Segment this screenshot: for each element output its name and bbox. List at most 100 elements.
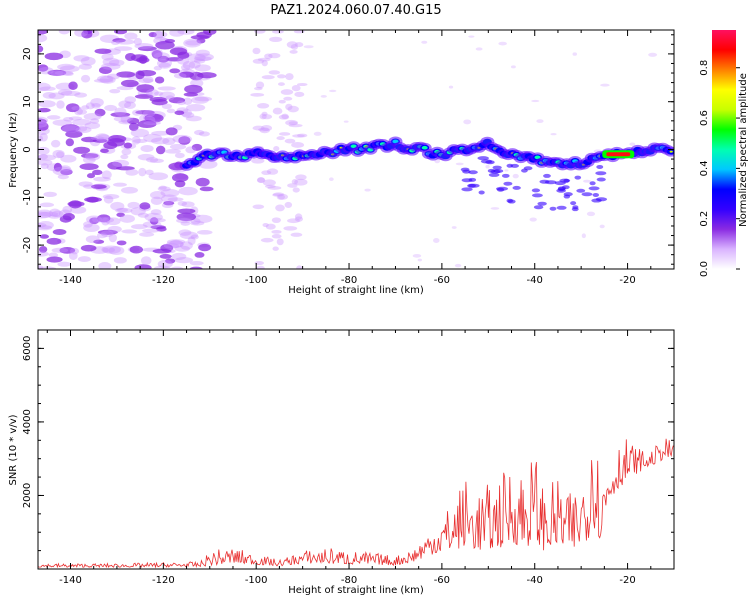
noise-blob <box>57 89 73 96</box>
snr-x-axis: -140 -120 -100 -80 -60 -40 -20 <box>46 330 675 586</box>
noise-blob <box>113 182 127 187</box>
noise-blob <box>101 245 121 254</box>
noise-blob <box>127 201 140 209</box>
ridge-spread <box>521 168 528 173</box>
noise-blob <box>165 57 184 62</box>
noise-blob <box>257 127 270 132</box>
ridge-spread <box>592 193 600 198</box>
noise-blob <box>38 159 53 166</box>
noise-blob <box>256 177 266 183</box>
noise-blob <box>198 243 212 252</box>
noise-blob <box>139 232 155 237</box>
noise-blob <box>143 133 163 143</box>
ridge-spread <box>574 175 582 180</box>
noise-blob <box>103 195 114 204</box>
noise-blob <box>289 49 298 54</box>
noise-blob <box>62 212 75 221</box>
noise-blob <box>114 46 133 51</box>
noise-blob <box>166 239 186 245</box>
noise-blob <box>65 103 80 113</box>
noise-blob <box>38 122 49 131</box>
colorbar-axis: 0.0 0.2 0.4 0.6 0.8 <box>699 60 740 277</box>
ridge-spread <box>460 167 470 172</box>
noise-blob <box>38 264 44 269</box>
noise-blob <box>134 94 154 99</box>
noise-blob <box>285 103 293 111</box>
ridge-spread <box>596 177 606 182</box>
noise-blob <box>38 30 48 35</box>
noise-blob <box>93 239 105 244</box>
noise-blob <box>38 211 59 217</box>
ridge-spread <box>563 192 573 197</box>
noise-blob <box>38 225 53 231</box>
ridge-spread <box>461 178 473 183</box>
noise-blob <box>160 188 180 197</box>
noise-blob <box>287 218 300 224</box>
noise-blob <box>138 78 154 84</box>
noise-blob <box>254 30 266 34</box>
noise-blob <box>290 232 303 237</box>
noise-blob <box>96 232 108 239</box>
noise-blob <box>163 200 175 206</box>
noise-blob <box>84 196 102 203</box>
noise-blob <box>50 70 64 77</box>
noise-blob <box>178 186 198 196</box>
snr-y-label: SNR (10 * v/v) <box>8 414 19 485</box>
noise-blob <box>113 115 133 122</box>
noise-blob <box>119 214 135 223</box>
noise-blob <box>273 146 280 152</box>
noise-blob <box>276 136 285 141</box>
ridge-spread <box>478 190 485 195</box>
noise-blob <box>531 99 540 103</box>
noise-blob <box>153 265 171 269</box>
noise-blob <box>185 103 206 112</box>
noise-blob <box>266 168 279 175</box>
noise-blob <box>124 101 136 109</box>
noise-blob <box>92 138 108 143</box>
noise-blob <box>254 261 265 266</box>
noise-blob <box>80 74 91 83</box>
noise-blob <box>278 99 286 104</box>
noise-blob <box>82 156 96 164</box>
ridge-spread <box>510 163 519 168</box>
noise-blob <box>128 122 139 132</box>
noise-blob <box>116 212 125 218</box>
noise-blob <box>68 81 78 90</box>
noise-blob <box>193 129 205 136</box>
x-tick-label: -120 <box>152 275 175 286</box>
noise-blob <box>96 216 115 223</box>
noise-blob <box>78 181 93 187</box>
noise-blob <box>284 201 293 209</box>
noise-blob <box>56 151 65 158</box>
noise-blob <box>57 261 72 267</box>
noise-blob <box>256 265 265 269</box>
ridge-spread <box>589 181 596 186</box>
noise-blob <box>38 209 53 218</box>
noise-blob <box>155 40 175 50</box>
noise-blob <box>113 257 127 264</box>
noise-blob <box>65 138 74 147</box>
noise-blob <box>177 51 190 59</box>
noise-blob <box>52 229 67 235</box>
noise-blob <box>176 212 197 222</box>
noise-blob <box>102 247 115 253</box>
noise-blob <box>313 131 322 136</box>
noise-blob <box>38 222 47 228</box>
ridge-spread <box>480 159 493 164</box>
noise-blob <box>152 248 172 254</box>
ridge-spread <box>531 188 541 193</box>
noise-blob <box>149 97 167 103</box>
noise-blob <box>294 91 305 97</box>
noise-blob <box>272 193 284 197</box>
noise-blob <box>177 200 188 206</box>
noise-blob <box>81 30 93 39</box>
noise-blob <box>171 173 189 183</box>
ridge-spread <box>492 165 502 170</box>
noise-blob <box>187 236 196 245</box>
noise-blob <box>261 75 275 80</box>
noise-blob <box>271 30 284 34</box>
noise-blob <box>138 55 148 64</box>
noise-blob <box>107 225 122 233</box>
ridge-spread <box>572 205 579 210</box>
noise-blob <box>417 258 423 262</box>
